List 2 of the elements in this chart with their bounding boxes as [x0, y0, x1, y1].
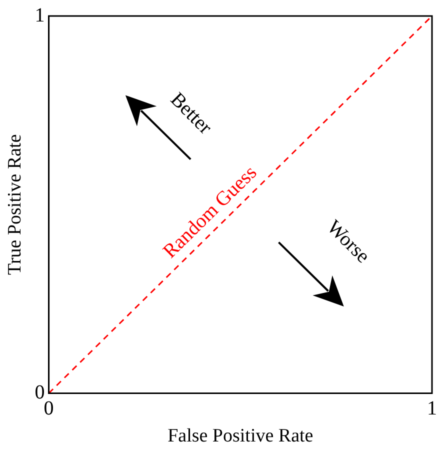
y-axis-title: True Positive Rate	[4, 134, 26, 275]
x-axis-title: False Positive Rate	[168, 426, 314, 447]
